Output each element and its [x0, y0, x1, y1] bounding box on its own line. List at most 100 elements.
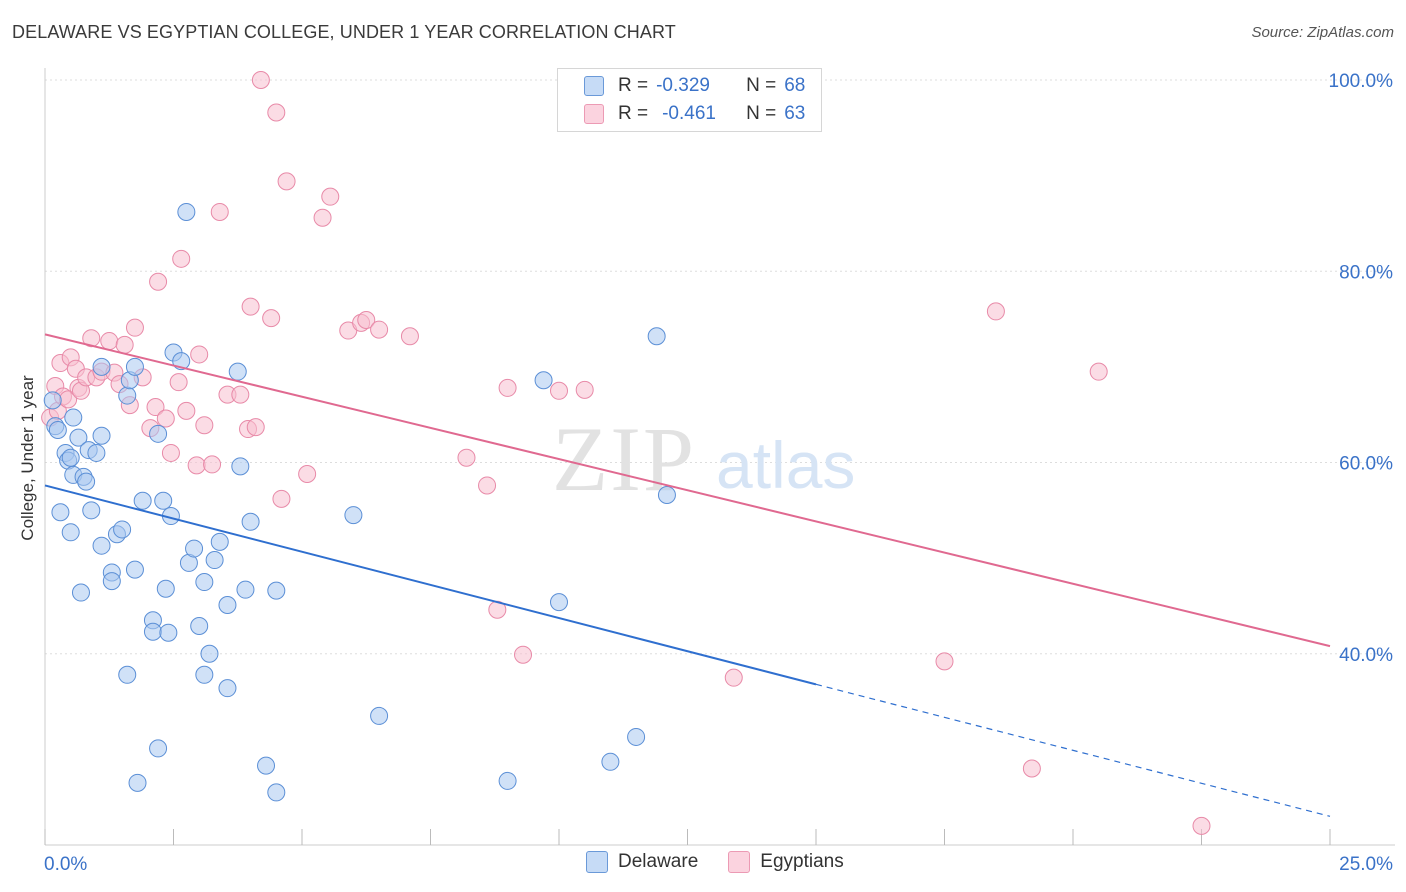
delaware-point — [87, 443, 106, 462]
legend: R = -0.329 N = 68 R = -0.461 N = 63 — [557, 68, 822, 132]
legend-row-delaware: R = -0.329 N = 68 — [584, 74, 805, 98]
delaware-point — [601, 752, 620, 771]
delaware-point — [159, 623, 178, 642]
y-tick-label: 60.0% — [1339, 454, 1393, 475]
delaware-point — [71, 583, 90, 602]
delaware-point — [195, 665, 214, 684]
delaware-point — [627, 727, 646, 746]
egyptians-point — [161, 443, 180, 462]
egyptians-point — [370, 320, 389, 339]
bottom-legend-label-delaware: Delaware — [618, 851, 699, 872]
delaware-point — [210, 532, 229, 551]
delaware-point — [218, 679, 237, 698]
delaware-point — [125, 560, 144, 579]
delaware-point — [92, 357, 111, 376]
egyptians-point — [724, 668, 743, 687]
egyptians-point — [321, 187, 340, 206]
delaware-point — [149, 424, 168, 443]
trend-lines — [44, 333, 1331, 817]
egyptians-points — [41, 71, 1211, 835]
legend-r-label: R = — [618, 75, 649, 96]
egyptians-point — [172, 249, 191, 268]
y-axis-label: College, Under 1 year — [18, 375, 37, 541]
delaware-point — [61, 523, 80, 542]
egyptians-point — [195, 416, 214, 435]
egyptians-point — [1192, 816, 1211, 835]
egyptians-point — [267, 103, 286, 122]
egyptians-point — [210, 202, 229, 221]
egyptians-point — [400, 327, 419, 346]
delaware-point — [156, 579, 175, 598]
y-tick-label: 40.0% — [1339, 645, 1393, 666]
egyptians-point — [149, 272, 168, 291]
delaware-point — [218, 595, 237, 614]
delaware-point — [51, 503, 70, 522]
bottom-legend-swatch-egyptians — [728, 851, 751, 873]
legend-swatch-delaware — [584, 76, 604, 96]
egyptians-point — [1022, 759, 1041, 778]
delaware-point — [92, 536, 111, 555]
egyptians-point — [251, 71, 270, 89]
delaware-point — [657, 486, 676, 505]
egyptians-point — [277, 172, 296, 191]
delaware-point — [149, 739, 168, 758]
x-tick-label: 25.0% — [1339, 854, 1393, 875]
egyptians-point — [241, 297, 260, 316]
egyptians-point — [986, 302, 1005, 321]
legend-n-value: 68 — [784, 75, 806, 96]
gridlines — [45, 79, 1395, 655]
delaware-point — [190, 617, 209, 636]
egyptians-point — [115, 335, 134, 354]
delaware-point — [69, 428, 88, 447]
delaware-point — [92, 426, 111, 445]
egyptians-point — [575, 380, 594, 399]
egyptians-point — [478, 476, 497, 495]
delaware-trend-line — [44, 484, 817, 686]
x-tick-labels: 0.0% 25.0% — [44, 854, 1393, 875]
egyptians-point — [935, 652, 954, 671]
delaware-point — [77, 472, 96, 491]
egyptians-point — [187, 456, 206, 475]
legend-n-label: N = — [746, 75, 777, 96]
egyptians-point — [246, 418, 265, 437]
legend-row-egyptians: R = -0.461 N = 63 — [584, 102, 805, 126]
bottom-legend: Delaware Egyptians — [586, 851, 874, 873]
legend-r-value: -0.461 — [662, 103, 716, 124]
egyptians-point — [498, 378, 517, 397]
bottom-legend-swatch-delaware — [586, 851, 608, 873]
y-tick-labels: 40.0% 60.0% 80.0% 100.0% — [1329, 71, 1394, 666]
x-tick-label: 0.0% — [44, 854, 87, 875]
delaware-point — [205, 551, 224, 570]
legend-n-value: 63 — [784, 103, 806, 124]
delaware-points — [43, 202, 676, 802]
egyptians-point — [357, 311, 376, 330]
delaware-trend-extension — [815, 683, 1331, 817]
egyptians-point — [125, 318, 144, 337]
egyptians-point — [231, 385, 250, 404]
egyptians-point — [146, 398, 165, 417]
delaware-point — [267, 581, 286, 600]
egyptians-point — [1089, 362, 1108, 381]
egyptians-point — [298, 464, 317, 483]
egyptians-point — [156, 409, 175, 428]
delaware-point — [185, 539, 204, 558]
legend-r-label: R = — [618, 103, 649, 124]
delaware-point — [550, 593, 568, 612]
egyptians-point — [514, 645, 533, 664]
delaware-point — [118, 665, 137, 684]
egyptians-point — [100, 332, 119, 351]
delaware-point — [228, 362, 247, 381]
watermark-atlas: atlas — [716, 428, 855, 502]
egyptians-point — [550, 381, 568, 400]
egyptians-point — [262, 309, 281, 328]
delaware-point — [43, 391, 62, 410]
egyptians-point — [313, 208, 332, 227]
egyptians-point — [177, 401, 196, 420]
delaware-point — [102, 572, 121, 591]
legend-r-value: -0.329 — [656, 75, 710, 96]
source-note: Source: ZipAtlas.com — [1251, 24, 1394, 41]
egyptians-point — [203, 455, 222, 474]
egyptians-trend-line — [44, 333, 1331, 648]
delaware-point — [61, 448, 80, 467]
